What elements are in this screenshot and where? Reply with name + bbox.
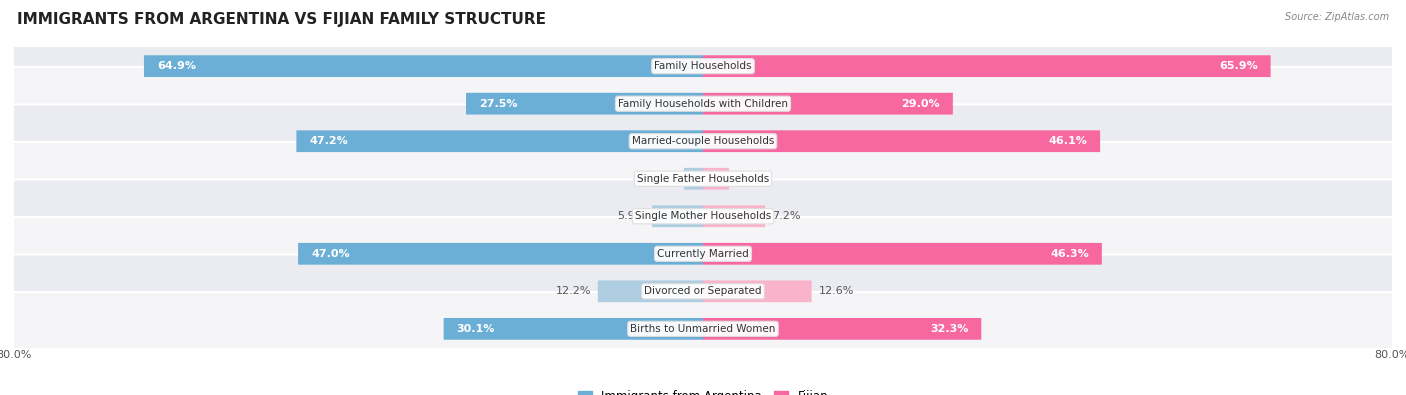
FancyBboxPatch shape <box>143 55 703 77</box>
Text: Family Households with Children: Family Households with Children <box>619 99 787 109</box>
FancyBboxPatch shape <box>465 93 703 115</box>
Text: 30.1%: 30.1% <box>457 324 495 334</box>
Text: Single Mother Households: Single Mother Households <box>636 211 770 221</box>
FancyBboxPatch shape <box>598 280 703 302</box>
FancyBboxPatch shape <box>10 104 1396 178</box>
Legend: Immigrants from Argentina, Fijian: Immigrants from Argentina, Fijian <box>574 385 832 395</box>
FancyBboxPatch shape <box>703 55 1271 77</box>
FancyBboxPatch shape <box>703 93 953 115</box>
Text: Divorced or Separated: Divorced or Separated <box>644 286 762 296</box>
FancyBboxPatch shape <box>703 280 811 302</box>
FancyBboxPatch shape <box>10 217 1396 291</box>
Text: 2.2%: 2.2% <box>648 174 678 184</box>
FancyBboxPatch shape <box>10 29 1396 103</box>
FancyBboxPatch shape <box>652 205 703 227</box>
Text: Currently Married: Currently Married <box>657 249 749 259</box>
Text: 47.2%: 47.2% <box>309 136 349 146</box>
FancyBboxPatch shape <box>444 318 703 340</box>
Text: 29.0%: 29.0% <box>901 99 939 109</box>
Text: 47.0%: 47.0% <box>311 249 350 259</box>
Text: IMMIGRANTS FROM ARGENTINA VS FIJIAN FAMILY STRUCTURE: IMMIGRANTS FROM ARGENTINA VS FIJIAN FAMI… <box>17 12 546 27</box>
FancyBboxPatch shape <box>683 168 703 190</box>
Text: 46.3%: 46.3% <box>1050 249 1088 259</box>
FancyBboxPatch shape <box>298 243 703 265</box>
FancyBboxPatch shape <box>10 292 1396 366</box>
FancyBboxPatch shape <box>10 254 1396 328</box>
FancyBboxPatch shape <box>703 205 765 227</box>
Text: 7.2%: 7.2% <box>772 211 800 221</box>
Text: Single Father Households: Single Father Households <box>637 174 769 184</box>
Text: Family Households: Family Households <box>654 61 752 71</box>
Text: 46.1%: 46.1% <box>1049 136 1087 146</box>
Text: 12.2%: 12.2% <box>555 286 591 296</box>
Text: 32.3%: 32.3% <box>929 324 969 334</box>
FancyBboxPatch shape <box>10 179 1396 253</box>
FancyBboxPatch shape <box>297 130 703 152</box>
Text: 64.9%: 64.9% <box>157 61 195 71</box>
Text: 12.6%: 12.6% <box>818 286 853 296</box>
Text: Births to Unmarried Women: Births to Unmarried Women <box>630 324 776 334</box>
Text: 65.9%: 65.9% <box>1219 61 1257 71</box>
FancyBboxPatch shape <box>703 130 1099 152</box>
Text: Married-couple Households: Married-couple Households <box>631 136 775 146</box>
Text: 3.0%: 3.0% <box>735 174 763 184</box>
FancyBboxPatch shape <box>703 318 981 340</box>
FancyBboxPatch shape <box>703 168 728 190</box>
Text: 27.5%: 27.5% <box>479 99 517 109</box>
FancyBboxPatch shape <box>10 67 1396 141</box>
Text: Source: ZipAtlas.com: Source: ZipAtlas.com <box>1285 12 1389 22</box>
Text: 5.9%: 5.9% <box>617 211 645 221</box>
FancyBboxPatch shape <box>703 243 1102 265</box>
FancyBboxPatch shape <box>10 142 1396 216</box>
